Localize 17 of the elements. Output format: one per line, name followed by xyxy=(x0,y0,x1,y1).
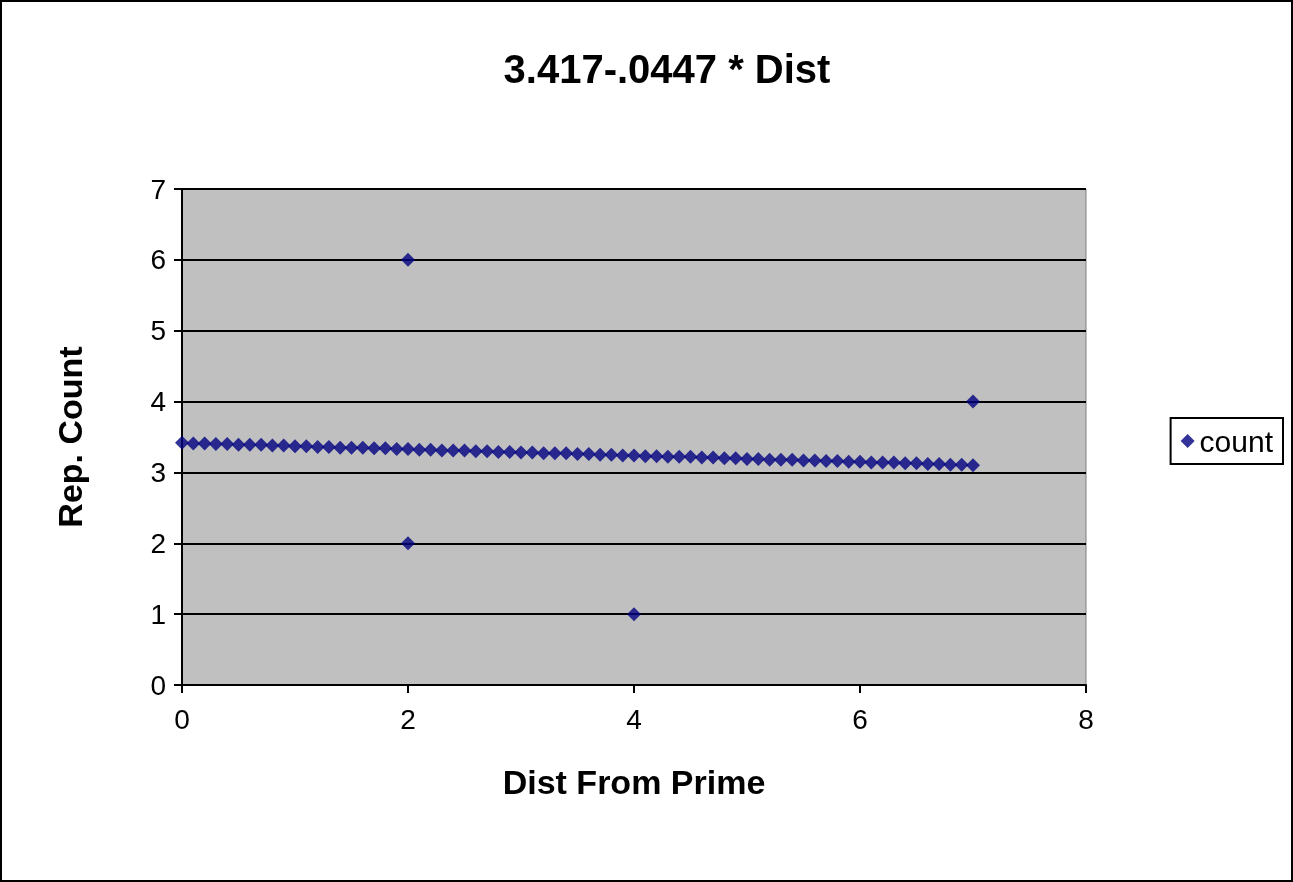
x-tick-label: 2 xyxy=(400,703,416,735)
y-tick-label: 0 xyxy=(150,669,166,701)
y-axis-title: Rep. Count xyxy=(51,346,89,528)
x-tick-label: 6 xyxy=(852,703,868,735)
x-tick-label: 0 xyxy=(174,703,190,735)
x-tick-label: 8 xyxy=(1078,703,1094,735)
chart-title: 3.417-.0447 * Dist xyxy=(503,47,831,91)
x-axis-title: Dist From Prime xyxy=(502,763,766,801)
y-tick-label: 6 xyxy=(150,244,166,276)
y-tick-label: 7 xyxy=(150,173,166,205)
y-tick-label: 4 xyxy=(150,386,166,418)
y-tick-label: 5 xyxy=(150,315,166,347)
y-tick-label: 1 xyxy=(150,598,166,630)
y-tick-label: 3 xyxy=(150,456,166,488)
legend-label: count xyxy=(1199,424,1274,458)
x-tick-label: 4 xyxy=(626,703,642,735)
y-tick-label: 2 xyxy=(150,527,166,559)
